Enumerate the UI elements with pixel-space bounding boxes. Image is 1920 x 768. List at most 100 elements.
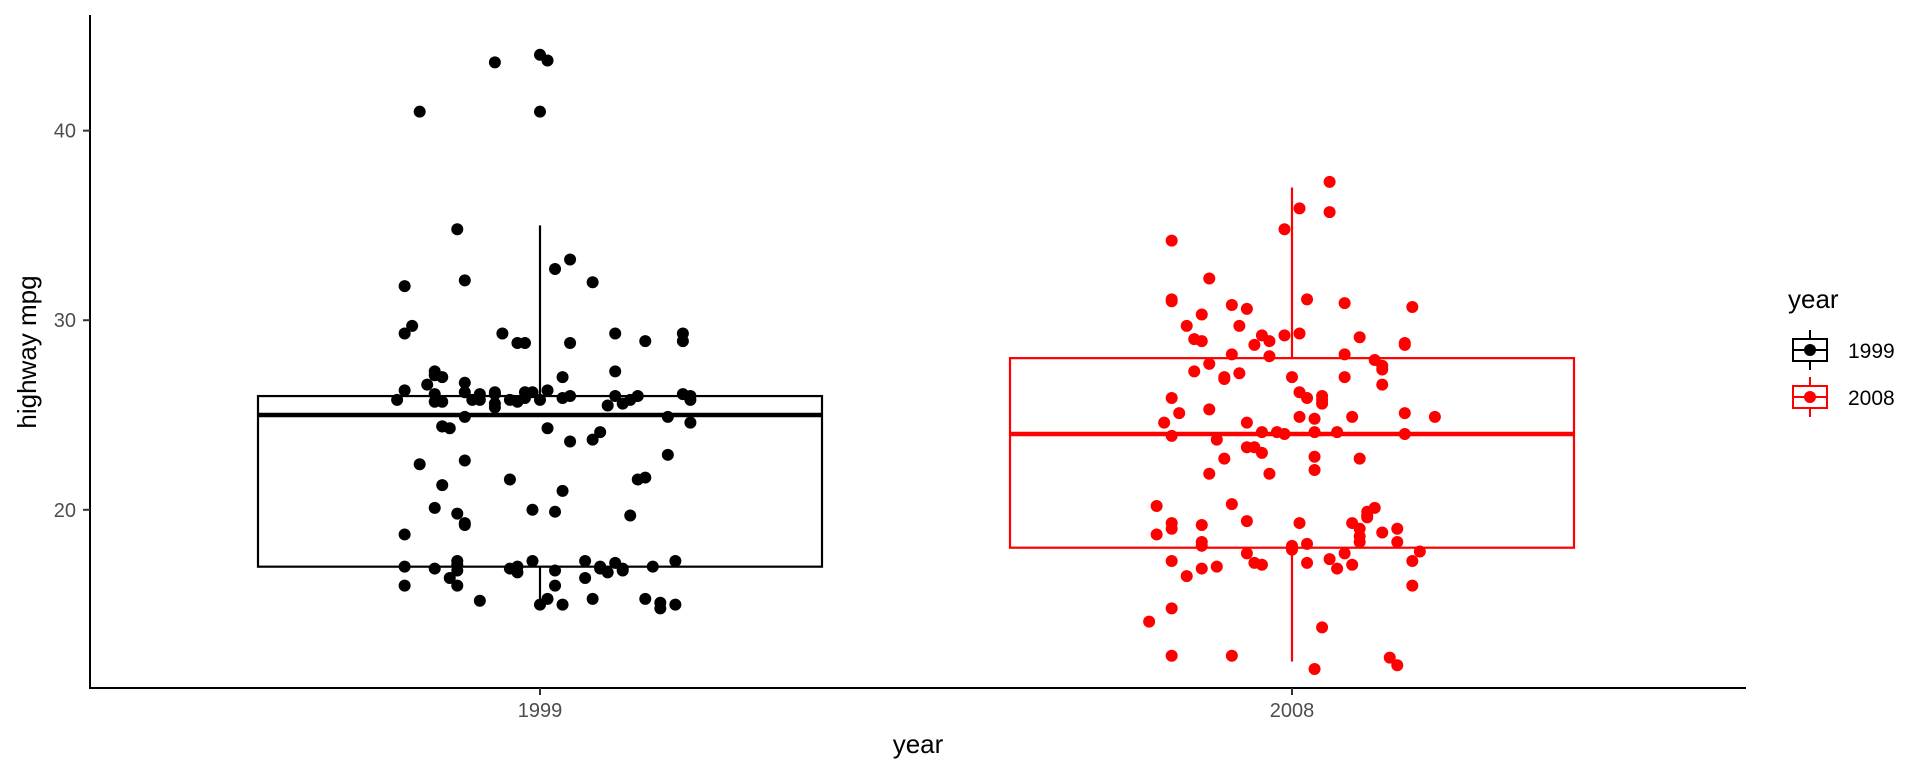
data-point [1255, 426, 1268, 439]
data-point [1331, 426, 1344, 439]
data-point [564, 253, 577, 266]
data-point [1165, 517, 1178, 530]
data-point [601, 566, 614, 579]
data-point [458, 376, 471, 389]
data-point [526, 503, 539, 516]
data-point [1316, 390, 1329, 403]
data-point [639, 592, 652, 605]
data-point [1180, 319, 1193, 332]
data-point [631, 390, 644, 403]
data-point [1316, 621, 1329, 634]
data-point [1323, 175, 1336, 188]
data-point [1203, 467, 1216, 480]
data-point [1240, 547, 1253, 560]
data-point [1158, 416, 1171, 429]
data-point [549, 564, 562, 577]
data-point [526, 386, 539, 399]
data-point [428, 369, 441, 382]
x-tick-label: 1999 [518, 700, 563, 722]
data-point [443, 572, 456, 585]
data-point [549, 505, 562, 518]
data-point [669, 554, 682, 567]
data-point [1233, 319, 1246, 332]
points-2008 [1143, 175, 1441, 676]
data-point [1428, 410, 1441, 423]
data-point [511, 336, 524, 349]
data-point [1376, 526, 1389, 539]
data-point [609, 390, 622, 403]
data-point [1308, 463, 1321, 476]
data-point [1353, 331, 1366, 344]
data-point [1218, 372, 1231, 385]
data-point [616, 564, 629, 577]
data-point [458, 454, 471, 467]
data-point [1406, 579, 1419, 592]
data-point [564, 390, 577, 403]
data-point [1240, 515, 1253, 528]
box-iqr [256, 394, 824, 568]
data-point [1233, 367, 1246, 380]
data-point [1225, 649, 1238, 662]
legend-title: year [1788, 284, 1839, 314]
data-point [1286, 371, 1298, 384]
data-point [534, 393, 546, 406]
data-point [541, 384, 554, 397]
data-point [1263, 467, 1276, 480]
data-point [413, 458, 426, 471]
data-point [1308, 450, 1321, 463]
data-point [1376, 363, 1389, 376]
data-point [661, 410, 674, 423]
data-point [488, 386, 501, 399]
data-point [1346, 558, 1359, 571]
legend-key-point [1804, 391, 1816, 403]
data-point [1225, 348, 1238, 361]
data-point [1293, 202, 1306, 215]
data-point [488, 56, 501, 69]
data-point [684, 416, 697, 429]
data-point [1165, 649, 1178, 662]
data-point [1331, 562, 1344, 575]
data-point [398, 280, 411, 293]
data-point [1293, 517, 1306, 530]
data-point [1383, 651, 1396, 664]
data-point [436, 420, 449, 433]
data-point [1180, 570, 1193, 583]
data-point [564, 435, 577, 448]
data-point [1165, 602, 1178, 615]
y-tick-label: 20 [54, 500, 76, 522]
points-1999 [391, 48, 697, 615]
y-tick-label: 40 [54, 121, 76, 143]
data-point [541, 422, 554, 435]
data-point [1248, 338, 1261, 351]
data-point [1398, 338, 1411, 351]
data-point [624, 509, 637, 522]
data-point [609, 327, 622, 340]
data-point [428, 562, 441, 575]
legend-key-point [1804, 344, 1816, 356]
data-point [1376, 378, 1389, 391]
data-point [1263, 335, 1276, 348]
data-point [1143, 615, 1156, 628]
data-point [503, 562, 516, 575]
legend: year 1999 2008 [1788, 284, 1895, 417]
data-point [586, 433, 599, 446]
data-point [1255, 446, 1268, 459]
data-point [1353, 530, 1366, 543]
data-point [556, 598, 569, 611]
x-tick-label: 2008 [1270, 700, 1315, 722]
data-point [1368, 501, 1381, 514]
data-point [541, 54, 554, 67]
data-point [1391, 536, 1404, 549]
data-point [526, 554, 539, 567]
data-point [1338, 371, 1351, 384]
data-point [586, 592, 599, 605]
box-1999 [256, 225, 824, 605]
data-point [428, 501, 441, 514]
data-point [1218, 452, 1231, 465]
data-point [1210, 433, 1223, 446]
legend-label: 1999 [1848, 340, 1895, 363]
data-point [654, 596, 667, 609]
x-axis-title: year [893, 729, 944, 759]
data-point [661, 448, 674, 461]
data-point [684, 390, 697, 403]
